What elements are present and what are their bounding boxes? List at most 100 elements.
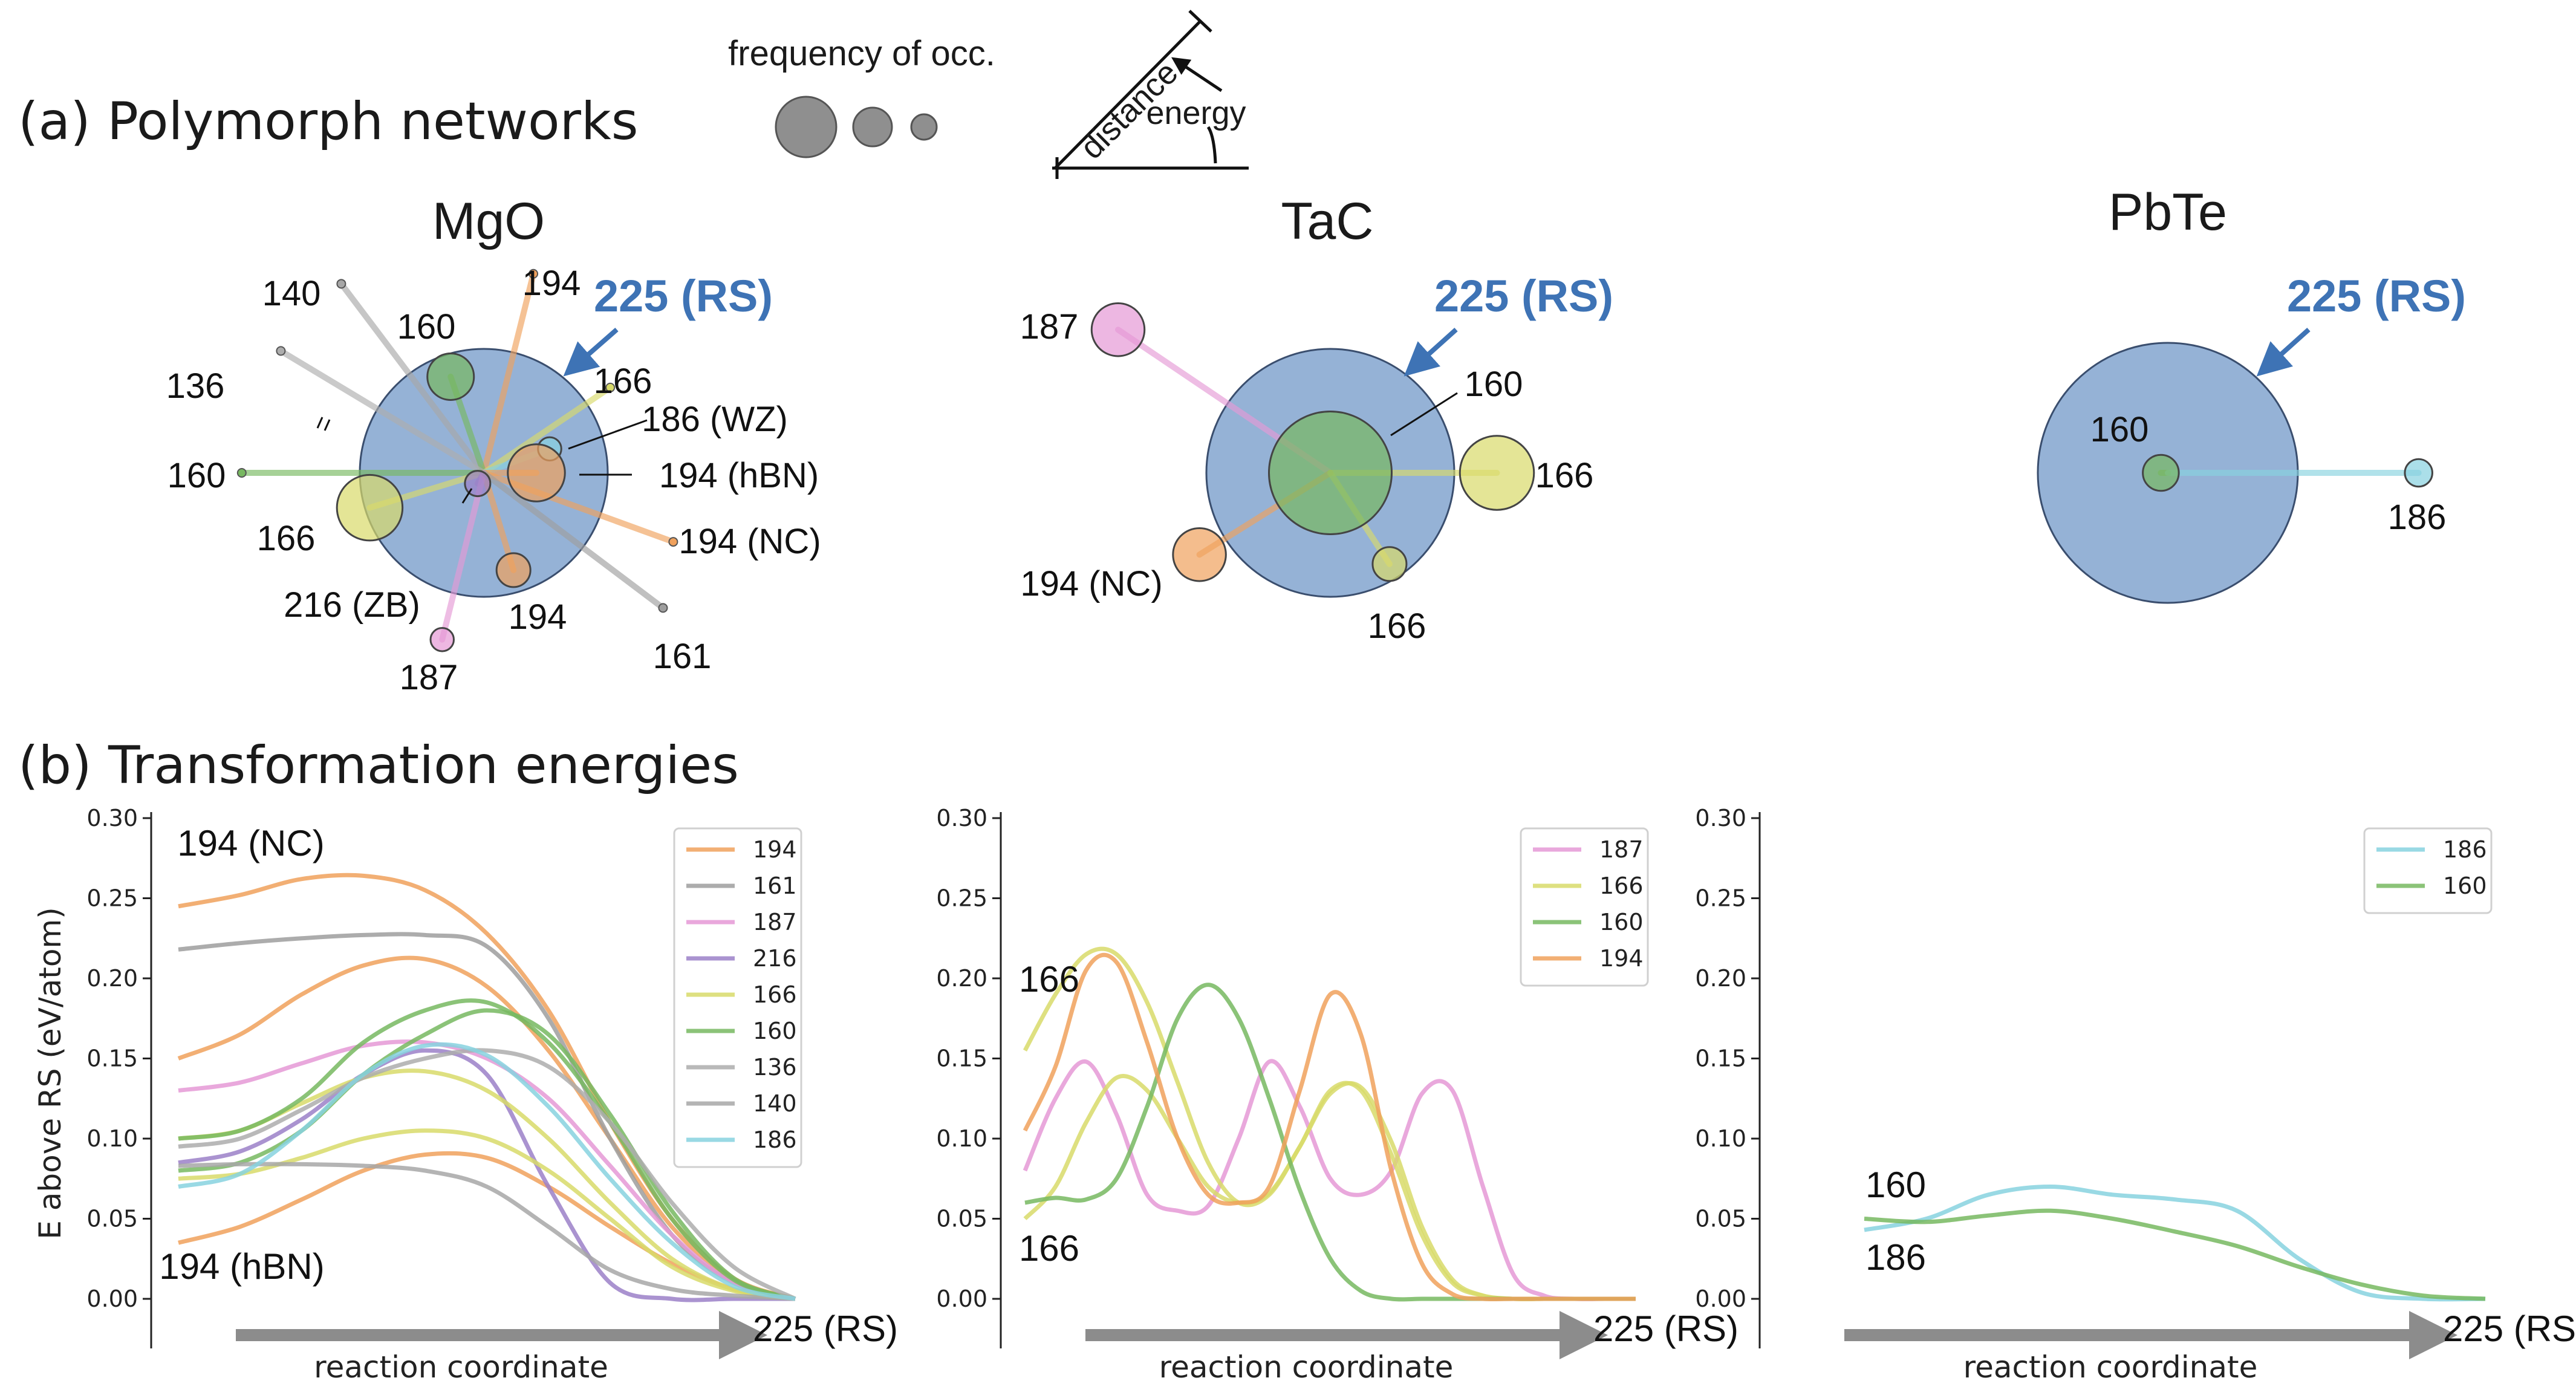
frequency-label: frequency of occ. — [728, 34, 995, 73]
legend-label: 194 — [753, 836, 797, 863]
node-160 — [1268, 411, 1393, 535]
series-line-187 — [1023, 1059, 1636, 1301]
y-tick-label: 0.05 — [936, 1206, 987, 1232]
leader-line — [1390, 392, 1458, 437]
chart-mgo: 0.00 0.05 0.10 0.15 0.20 0.25 0.30 E above RS (… — [33, 805, 898, 1385]
series-line-140 — [178, 1162, 796, 1301]
y-tick-label: 0.30 — [936, 805, 987, 831]
rs-label: 225 (RS) — [2287, 271, 2466, 321]
node-160 — [426, 352, 475, 401]
y-tick-label: 0.20 — [86, 965, 138, 992]
transformation-energy-charts: 0.00 0.05 0.10 0.15 0.20 0.25 0.30 E above RS (… — [33, 805, 2576, 1385]
polymorph-networks: MgO 194 140 160 166 136 186 (WZ) 194 (hBN) 160 19… — [166, 183, 2466, 697]
edge-136 — [278, 348, 487, 476]
network-pbte: PbTe 160 186 225 (RS) — [2037, 183, 2466, 604]
node-label: 186 (WZ) — [642, 400, 788, 439]
rs-arrow — [563, 327, 619, 377]
freq-key-small — [910, 113, 938, 141]
series-line-194 — [1023, 952, 1636, 1302]
node-label: 166 — [1535, 456, 1594, 495]
series-lines — [1023, 946, 1636, 1302]
series-line-160 — [1864, 1208, 2486, 1301]
y-tick-label: 0.00 — [86, 1286, 138, 1312]
network-nodes — [1090, 302, 1535, 582]
node-194 — [1172, 527, 1227, 582]
node-label: 186 — [2388, 498, 2447, 537]
series-lines — [1864, 1184, 2486, 1302]
network-nodes — [2142, 454, 2433, 492]
section-a-title: (a) Polymorph networks — [18, 91, 639, 152]
series-line-186 — [1864, 1184, 2486, 1302]
legend-label: 160 — [2443, 873, 2487, 899]
legend-box — [673, 827, 802, 1168]
y-axis-label: E above RS (eV/atom) — [33, 907, 68, 1239]
node-166 — [1459, 435, 1535, 511]
freq-key-large — [775, 96, 838, 158]
edge-187 — [439, 470, 487, 643]
node-label: 161 — [653, 637, 712, 676]
legend-label: 161 — [753, 873, 797, 899]
rs-arrow — [2256, 328, 2311, 377]
series-line-166 — [1023, 946, 1636, 1301]
key-angle-arc — [1206, 126, 1217, 164]
node-endpoint-194 — [668, 537, 678, 547]
y-tick-label: 0.05 — [86, 1206, 138, 1232]
y-tick-label: 0.15 — [936, 1045, 987, 1072]
y-tick-label: 0.15 — [1695, 1045, 1746, 1072]
y-tick-label: 0.10 — [1695, 1125, 1746, 1152]
key-distance-line — [1054, 20, 1202, 169]
node-label: 194 — [509, 597, 567, 637]
node-label: 194 — [522, 264, 581, 303]
x-axis-label: reaction coordinate — [314, 1350, 608, 1385]
leader-line — [461, 488, 473, 504]
node-label: 194 (NC) — [678, 522, 821, 561]
x-axis-label: reaction coordinate — [1159, 1350, 1454, 1385]
freq-key-medium — [852, 106, 893, 148]
y-tick-label: 0.20 — [1695, 965, 1746, 992]
y-tick-label: 0.00 — [936, 1286, 987, 1312]
legend-label: 160 — [753, 1018, 797, 1044]
node-label: 160 — [397, 307, 456, 346]
distance-energy-key: distance energy — [1052, 10, 1249, 179]
axis-break-mark — [324, 419, 331, 431]
y-tick-label: 0.25 — [1695, 885, 1746, 912]
series-line-160 — [178, 998, 796, 1301]
y-tick-label: 0.25 — [936, 885, 987, 912]
y-tick-label: 0.20 — [936, 965, 987, 992]
node-label: 160 — [168, 456, 226, 495]
node-endpoint-140 — [336, 279, 346, 289]
legend-label: 160 — [1599, 909, 1644, 935]
network-edges — [238, 270, 677, 643]
legend-label: 194 — [1599, 945, 1644, 972]
node-187 — [1090, 302, 1146, 357]
axis-break-mark — [316, 417, 324, 429]
network-mgo: MgO 194 140 160 166 136 186 (WZ) 194 (hBN) 160 19… — [166, 192, 821, 697]
series-line-216 — [178, 1048, 795, 1302]
chart-tac: 0.00 0.05 0.10 0.15 0.20 0.25 0.30 reaction coo… — [936, 805, 1738, 1385]
legend-label: 166 — [1599, 873, 1644, 899]
y-tick-label: 0.30 — [1695, 805, 1746, 831]
node-label: 166 — [1368, 606, 1426, 646]
node-label: 166 — [257, 519, 316, 558]
node-160 — [2142, 454, 2180, 492]
x-axis-label: reaction coordinate — [1963, 1350, 2258, 1385]
curve-annotation: 186 — [1865, 1237, 1926, 1278]
node-endpoint-161 — [658, 603, 668, 613]
y-tick-label: 0.10 — [86, 1125, 138, 1152]
rs-label: 225 (RS) — [1434, 271, 1613, 321]
node-label: 136 — [166, 366, 225, 406]
node-166 — [336, 473, 404, 542]
node-label: 194 (NC) — [1020, 564, 1162, 603]
series-lines — [177, 873, 796, 1302]
network-title: PbTe — [2109, 183, 2227, 241]
edge-166 — [481, 384, 614, 476]
legend: 194 161 187 216 166 160 136 140 186 — [673, 827, 802, 1168]
legend-label: 187 — [1599, 836, 1644, 863]
legend-label: 136 — [753, 1054, 797, 1081]
rs-label: 225 (RS) — [594, 271, 773, 321]
legend-box — [1520, 827, 1649, 987]
size-key: frequency of occ. — [728, 34, 995, 158]
node-label: 216 (ZB) — [284, 585, 420, 625]
